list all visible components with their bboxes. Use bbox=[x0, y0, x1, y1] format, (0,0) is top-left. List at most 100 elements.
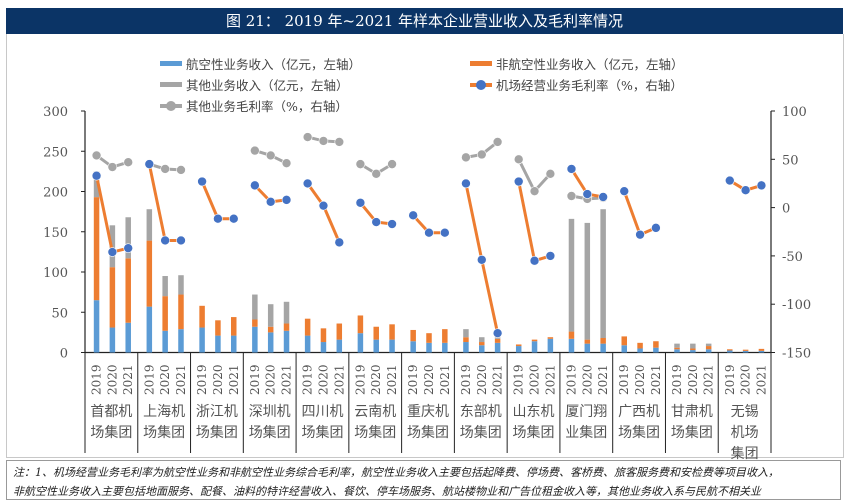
footnote-line-1: 注：1、机场经营业务毛利率为航空性业务和非航空性业务综合毛利率，航空性业务收入主… bbox=[13, 466, 779, 479]
point-airport-margin bbox=[334, 237, 345, 248]
year-label: 2019 bbox=[248, 364, 262, 395]
group-label: 广西机 bbox=[618, 404, 660, 420]
group-label: 场集团 bbox=[196, 424, 238, 441]
legend-aero: 航空性业务收入（亿元，左轴） bbox=[160, 54, 361, 73]
year-label: 2019 bbox=[564, 364, 578, 395]
group-label: 东部机 bbox=[460, 404, 502, 420]
group-label: 场集团 bbox=[618, 424, 660, 441]
bar-aero bbox=[304, 335, 311, 353]
year-label: 2020 bbox=[211, 364, 225, 395]
bar-nonaero bbox=[621, 336, 627, 346]
bar-nonaero bbox=[637, 342, 643, 349]
bar-aero bbox=[531, 341, 538, 353]
point-airport-margin bbox=[476, 254, 487, 265]
bar-nonaero bbox=[267, 326, 274, 333]
year-label: 2019 bbox=[353, 364, 367, 395]
bar-nonaero bbox=[109, 267, 116, 328]
bar-aero bbox=[727, 350, 733, 353]
year-label: 2021 bbox=[754, 364, 768, 395]
right-tick-label: 0 bbox=[782, 202, 790, 217]
bar-nonaero bbox=[531, 339, 538, 342]
right-tick-label: -150 bbox=[782, 347, 811, 362]
figure-title: 图 21： 2019 年~2021 年样本企业营业收入及毛利率情况 bbox=[6, 8, 843, 34]
bar-aero bbox=[479, 345, 485, 353]
group-label: 重庆机 bbox=[407, 404, 449, 420]
point-airport-margin bbox=[107, 247, 118, 257]
bar-aero bbox=[252, 326, 258, 353]
bar-nonaero bbox=[426, 333, 432, 343]
right-tick-label: 50 bbox=[782, 153, 799, 168]
bar-aero bbox=[125, 322, 131, 353]
bar-nonaero bbox=[178, 294, 184, 330]
bar-other bbox=[674, 343, 680, 348]
bar-aero bbox=[742, 350, 749, 353]
bar-other bbox=[600, 209, 606, 339]
group-label: 集团 bbox=[731, 445, 759, 462]
point-other-margin bbox=[91, 150, 102, 161]
group-label: 首都机 bbox=[90, 404, 132, 420]
year-label: 2020 bbox=[158, 364, 172, 395]
bar-nonaero bbox=[515, 344, 522, 347]
point-other-margin bbox=[371, 168, 382, 179]
group-label: 无锡 bbox=[731, 404, 759, 420]
year-label: 2021 bbox=[332, 364, 346, 395]
bar-aero bbox=[705, 349, 712, 353]
point-other-margin bbox=[545, 168, 556, 179]
legend-label: 其他业务毛利率（%，右轴） bbox=[186, 99, 348, 114]
bar-aero bbox=[674, 349, 680, 353]
point-airport-margin bbox=[619, 186, 630, 196]
year-label: 2021 bbox=[227, 364, 241, 395]
point-airport-margin bbox=[724, 175, 735, 186]
left-tick-label: 50 bbox=[51, 306, 68, 321]
point-airport-margin bbox=[651, 223, 661, 233]
legend-airport-margin: 机场经营业务毛利率（%，右轴） bbox=[470, 75, 683, 94]
year-label: 2020 bbox=[528, 364, 542, 395]
bar-aero bbox=[109, 327, 116, 353]
bar-nonaero bbox=[705, 346, 712, 350]
point-other-margin bbox=[176, 165, 186, 175]
point-other-margin bbox=[566, 191, 577, 201]
point-other-margin bbox=[387, 159, 397, 169]
year-label: 2021 bbox=[491, 364, 505, 395]
line-airport-margin bbox=[306, 182, 341, 243]
year-label: 2020 bbox=[686, 364, 700, 395]
legend-swatch-other bbox=[160, 82, 182, 87]
point-airport-margin bbox=[582, 189, 593, 199]
bar-aero bbox=[637, 348, 643, 353]
year-label: 2020 bbox=[739, 364, 753, 395]
point-other-margin bbox=[461, 152, 471, 163]
year-label: 2021 bbox=[702, 364, 716, 395]
bar-aero bbox=[320, 342, 327, 353]
bar-aero bbox=[494, 342, 501, 353]
point-airport-margin bbox=[740, 185, 751, 196]
year-label: 2020 bbox=[580, 364, 594, 395]
bar-other bbox=[125, 217, 131, 259]
group-label: 业集团 bbox=[565, 424, 607, 441]
legend-nonaero: 非航空性业务收入（亿元，左轴） bbox=[470, 54, 684, 73]
point-other-margin bbox=[318, 136, 329, 146]
group-label: 场集团 bbox=[460, 424, 502, 441]
group-label: 场集团 bbox=[249, 424, 291, 441]
year-label: 2019 bbox=[512, 364, 526, 395]
group-label: 场集团 bbox=[301, 424, 343, 441]
group-label: 场集团 bbox=[407, 424, 449, 441]
legend-label: 其他业务收入（亿元，左轴） bbox=[186, 78, 349, 93]
year-label: 2019 bbox=[406, 364, 420, 395]
bar-other bbox=[252, 294, 258, 320]
year-label: 2020 bbox=[264, 364, 278, 395]
point-other-margin bbox=[492, 137, 503, 147]
year-label: 2020 bbox=[316, 364, 330, 395]
bar-nonaero bbox=[727, 349, 733, 351]
point-airport-margin bbox=[302, 178, 313, 189]
bar-nonaero bbox=[442, 329, 448, 343]
point-airport-margin bbox=[318, 200, 329, 211]
point-airport-margin bbox=[566, 164, 577, 174]
point-airport-margin bbox=[545, 251, 556, 261]
bar-nonaero bbox=[600, 338, 606, 344]
left-tick-label: 250 bbox=[43, 145, 68, 160]
bar-nonaero bbox=[231, 317, 237, 336]
legend-label: 非航空性业务收入（亿元，左轴） bbox=[496, 57, 684, 72]
legend-other: 其他业务收入（亿元，左轴） bbox=[160, 75, 349, 94]
point-airport-margin bbox=[197, 176, 207, 187]
